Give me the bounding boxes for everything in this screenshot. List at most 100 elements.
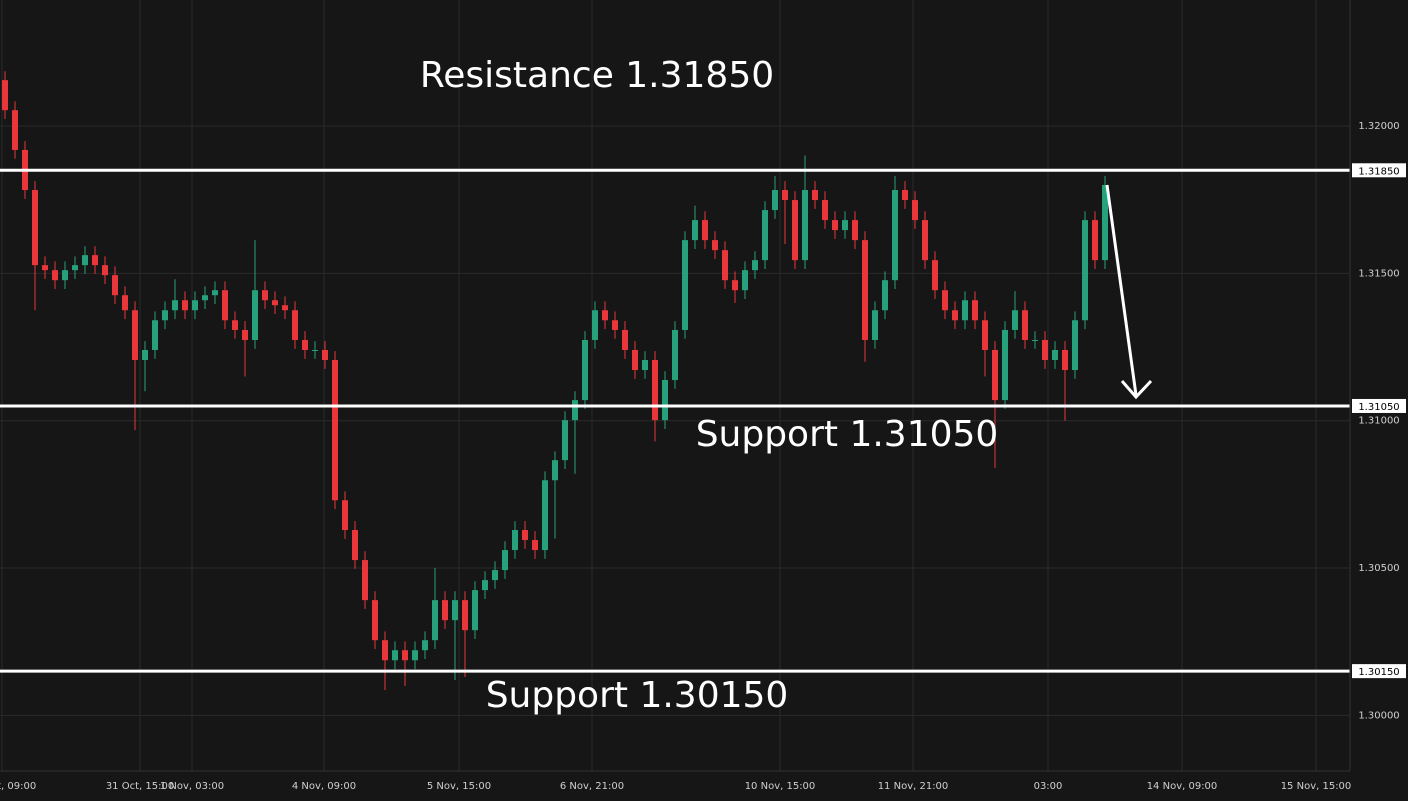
candle [782,181,788,244]
candle [302,331,308,359]
levels [0,168,1350,673]
candle [692,205,698,249]
candle-body [32,190,38,266]
candle [582,331,588,409]
candle [212,281,218,305]
candle-body [642,360,648,371]
candle [1012,291,1018,339]
candle-body [42,265,48,271]
candle [672,321,678,389]
y-tick-label: 1.31500 [1358,268,1399,279]
candle-body [962,300,968,321]
level-label-box [1352,398,1406,413]
level-label: 1.30150 [1358,667,1399,678]
candle [532,531,538,559]
candle-body [572,400,578,421]
candle [922,211,928,269]
candle [222,281,228,330]
candle [712,231,718,259]
candle [832,211,838,239]
candle [632,341,638,379]
candle-body [682,240,688,330]
candle-body [122,295,128,311]
candle [342,491,348,539]
y-tick-label: 1.30500 [1358,563,1399,574]
candle [372,591,378,650]
candle-body [502,550,508,571]
candle [512,521,518,559]
candle [972,291,978,330]
candle [522,521,528,549]
candle [482,571,488,599]
candle-body [852,220,858,241]
candle-body [2,80,8,111]
candle-body [92,255,98,266]
candle [432,568,438,650]
candle [812,181,818,209]
candle-body [372,600,378,641]
candle-body [582,339,588,401]
candle-body [102,265,108,276]
candle [282,296,288,320]
x-tick-label: 4 Nov, 09:00 [292,781,356,792]
candle-body [602,310,608,321]
candle [612,311,618,339]
candle-body [482,580,488,591]
candle [622,321,628,359]
candle [702,211,708,249]
candle-body [1102,185,1108,261]
candle-body [432,600,438,641]
candle-body [192,300,198,311]
candle [792,191,798,269]
candle-body [1032,339,1038,341]
candle [262,281,268,310]
x-tick-label: 31 Oct, 09:00 [0,781,36,792]
candle [962,291,968,330]
candle [902,181,908,209]
candle [542,471,548,559]
candle-body [512,530,518,551]
candle-body [292,310,298,340]
x-tick-label: 10 Nov, 15:00 [745,781,816,792]
candle [52,261,58,290]
candle-body [362,560,368,601]
candle-body [552,460,558,481]
candle-body [592,310,598,340]
candle-body [802,190,808,261]
candle-body [1042,339,1048,361]
candle-body [452,600,458,621]
candle [252,240,258,349]
candle-body [62,270,68,281]
candle [232,311,238,339]
candle-body [692,220,698,241]
candle-body [1092,220,1098,261]
candle [952,301,958,330]
candle-body [972,300,978,321]
candle [452,591,458,680]
x-tick-label: 5 Nov, 15:00 [427,781,491,792]
candle [912,191,918,229]
candle [822,191,828,229]
candle-body [752,260,758,271]
candle-body [12,110,18,150]
candle [42,256,48,279]
candle-body [152,320,158,350]
candle [1092,211,1098,269]
grid [0,0,1350,771]
annotation: Support 1.31050 [696,414,999,455]
candle [892,176,898,290]
candle [682,231,688,339]
y-tick-label: 1.32000 [1358,121,1399,132]
candle-body [772,190,778,211]
candle-body [472,590,478,631]
candle-body [422,640,428,651]
candle-body [912,200,918,221]
candle [412,641,418,670]
candle-body [922,220,928,261]
candle [1072,311,1078,379]
candle [472,581,478,640]
candle [1052,341,1058,369]
candle-body [162,310,168,321]
candle [802,155,808,269]
